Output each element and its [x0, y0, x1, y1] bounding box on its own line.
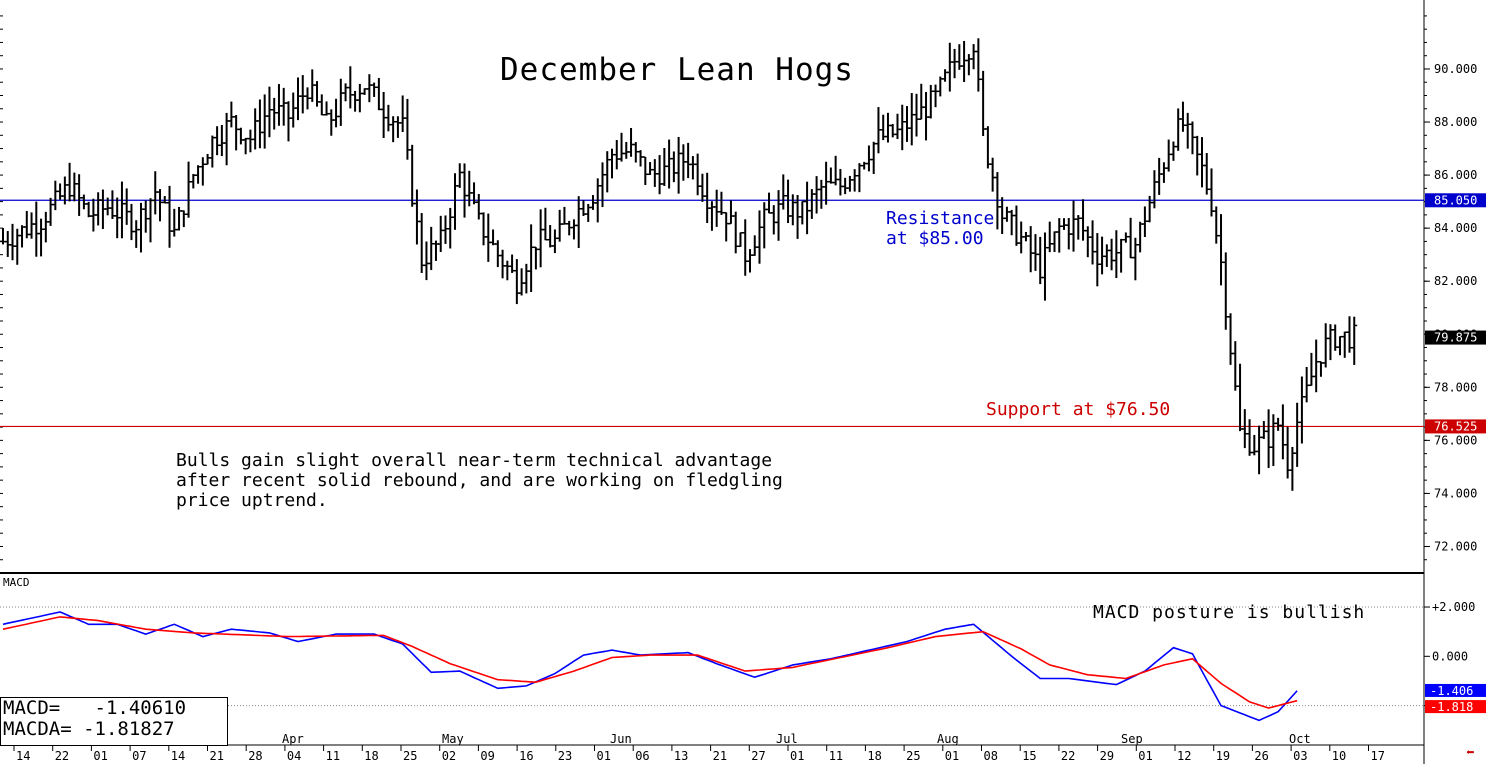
macd-panel-label: MACD: [3, 576, 30, 589]
last-price-label: 79.875: [1434, 331, 1477, 345]
scroll-left-arrow-icon[interactable]: ⬅: [1466, 745, 1475, 761]
date-tick-label: 27: [751, 749, 765, 763]
commentary-annotation: Bulls gain slight overall near-term tech…: [176, 450, 783, 511]
date-tick-label: 28: [248, 749, 262, 763]
date-tick-label: 25: [906, 749, 920, 763]
macd-readout: MACD= -1.40610 MACDA= -1.81827: [0, 697, 228, 746]
date-tick-label: 18: [364, 749, 378, 763]
date-tick-label: 01: [945, 749, 959, 763]
date-tick-label: 09: [480, 749, 494, 763]
price-tick-label: 78.000: [1434, 380, 1477, 394]
date-tick-label: 14: [16, 749, 30, 763]
date-tick-label: 21: [210, 749, 224, 763]
macd-value-flag: [1425, 700, 1486, 714]
price-tick-label: 90.000: [1434, 62, 1477, 76]
macd-note: MACD posture is bullish: [1093, 602, 1366, 623]
date-tick-label: 25: [403, 749, 417, 763]
date-tick-label: 07: [132, 749, 146, 763]
date-tick-label: 26: [1254, 749, 1268, 763]
date-tick-label: 06: [635, 749, 649, 763]
level-flag: [1425, 193, 1486, 208]
level-flag-label: 85.050: [1434, 193, 1477, 207]
month-label: Apr: [282, 732, 304, 746]
date-tick-label: 11: [326, 749, 340, 763]
month-label: May: [442, 732, 464, 746]
date-tick-label: 19: [1216, 749, 1230, 763]
date-tick-label: 01: [93, 749, 107, 763]
date-tick-label: 15: [1022, 749, 1036, 763]
date-tick-label: 11: [829, 749, 843, 763]
month-label: Sep: [1121, 732, 1143, 746]
last-price-flag: [1425, 330, 1486, 345]
date-tick-label: 29: [1100, 749, 1114, 763]
date-tick-label: 14: [171, 749, 185, 763]
month-label: Oct: [1289, 732, 1311, 746]
price-tick-label: 76.000: [1434, 433, 1477, 447]
support-annotation: Support at $76.50: [986, 399, 1171, 420]
date-tick-label: 01: [1138, 749, 1152, 763]
macd-value-label: -1.818: [1430, 700, 1473, 714]
macd-readout-value: MACD= -1.40610: [3, 697, 187, 719]
level-flag-label: 76.525: [1434, 419, 1477, 433]
date-tick-label: 01: [790, 749, 804, 763]
date-tick-label: 23: [558, 749, 572, 763]
date-tick-label: 13: [674, 749, 688, 763]
macd-series-macda: [2, 616, 1298, 709]
date-tick-label: 22: [55, 749, 69, 763]
price-tick-label: 72.000: [1434, 539, 1477, 553]
date-tick-label: 17: [1371, 749, 1385, 763]
date-tick-label: 22: [1061, 749, 1075, 763]
price-tick-label: 86.000: [1434, 168, 1477, 182]
macd-value-flag: [1425, 683, 1486, 697]
price-tick-label: 88.000: [1434, 115, 1477, 129]
chart-title: December Lean Hogs: [500, 52, 854, 88]
price-tick-label: 74.000: [1434, 486, 1477, 500]
date-tick-label: 10: [1332, 749, 1346, 763]
macda-readout-value: MACDA= -1.81827: [3, 718, 175, 740]
date-tick-label: 01: [597, 749, 611, 763]
date-tick-label: 12: [1177, 749, 1191, 763]
month-label: Jul: [776, 732, 798, 746]
date-tick-label: 02: [442, 749, 456, 763]
date-tick-label: 04: [287, 749, 301, 763]
level-flag: [1425, 419, 1486, 434]
price-tick-label: 84.000: [1434, 221, 1477, 235]
date-tick-label: 08: [984, 749, 998, 763]
ohlc-bars: [0, 38, 1358, 491]
macd-tick-label: +2.000: [1432, 600, 1475, 614]
date-tick-label: 18: [867, 749, 881, 763]
price-tick-label: 82.000: [1434, 274, 1477, 288]
month-label: Jun: [610, 732, 632, 746]
date-tick-label: 21: [713, 749, 727, 763]
date-tick-label: 03: [1293, 749, 1307, 763]
month-label: Aug: [937, 732, 959, 746]
resistance-annotation: Resistance at $85.00: [886, 208, 995, 249]
date-tick-label: 16: [519, 749, 533, 763]
macd-tick-label: 0.000: [1432, 649, 1468, 663]
macd-value-label: -1.406: [1430, 684, 1473, 698]
